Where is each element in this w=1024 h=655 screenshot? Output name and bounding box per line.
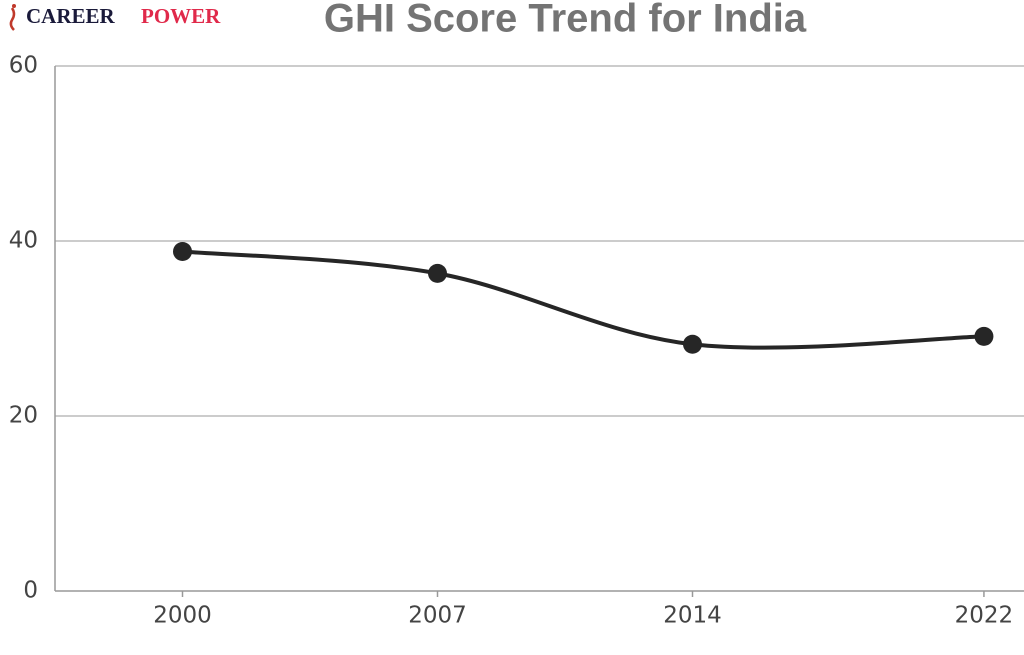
point [683,334,702,354]
y-tick-label: 0 [23,578,38,604]
brand-text: POWER [141,4,221,28]
logo-icon [9,7,16,31]
brand-text: CAREER [26,4,116,28]
point [428,263,447,283]
point [974,326,994,346]
y-tick-label: 20 [9,403,38,429]
point [173,242,192,261]
x-tick-label: 2007 [408,603,467,629]
x-tick-label: 2022 [955,603,1014,629]
y-tick-label: 60 [9,53,38,79]
x-tick-label: 2014 [663,603,722,629]
logo: CAREER POWER [9,4,221,31]
y-tick-label: 40 [9,228,38,254]
x-tick-label: 2000 [153,603,212,629]
line [182,249,984,350]
chart-title: GHI Score Trend for India [324,0,807,41]
logo-icon-dot [12,4,16,8]
